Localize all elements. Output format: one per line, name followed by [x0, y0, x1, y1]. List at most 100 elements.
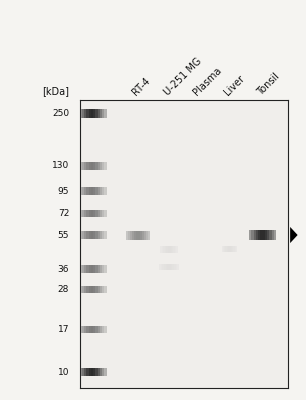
Bar — [102, 286, 104, 293]
Bar — [80, 109, 82, 118]
Text: 55: 55 — [58, 230, 69, 240]
Bar — [91, 265, 93, 273]
Bar — [176, 264, 177, 270]
Bar — [86, 162, 88, 170]
Bar — [98, 368, 100, 376]
Bar — [142, 231, 144, 240]
Bar — [104, 368, 106, 376]
Bar — [100, 109, 102, 118]
Bar — [88, 326, 91, 333]
Bar — [176, 246, 178, 253]
Bar — [166, 246, 168, 253]
Bar — [88, 265, 91, 273]
Text: 17: 17 — [58, 325, 69, 334]
Bar — [93, 265, 95, 273]
Bar — [80, 187, 82, 195]
Bar — [95, 231, 98, 239]
Bar — [104, 326, 106, 333]
Bar — [93, 187, 95, 195]
Bar — [104, 162, 106, 170]
Text: U-251 MG: U-251 MG — [162, 56, 203, 97]
Bar — [82, 231, 84, 239]
Bar — [223, 246, 224, 252]
Bar — [88, 109, 91, 118]
Bar — [86, 109, 88, 118]
Bar — [80, 210, 82, 217]
Bar — [172, 246, 174, 253]
Bar — [104, 231, 106, 239]
Text: Tonsil: Tonsil — [256, 71, 282, 97]
Bar — [91, 368, 93, 376]
Text: RT-4: RT-4 — [131, 75, 152, 97]
Bar — [100, 326, 102, 333]
Bar — [102, 265, 104, 273]
Bar — [86, 187, 88, 195]
Bar — [98, 326, 100, 333]
Bar — [91, 231, 93, 239]
Bar — [100, 162, 102, 170]
Bar — [93, 210, 95, 217]
Bar — [82, 210, 84, 217]
Bar — [91, 187, 93, 195]
Bar — [95, 286, 98, 293]
Text: 72: 72 — [58, 209, 69, 218]
Bar — [84, 210, 86, 217]
Bar — [265, 230, 267, 240]
Text: 250: 250 — [52, 109, 69, 118]
Bar — [95, 265, 98, 273]
Bar — [91, 162, 93, 170]
Bar — [100, 286, 102, 293]
Bar — [104, 286, 106, 293]
Bar — [80, 162, 82, 170]
Bar — [102, 162, 104, 170]
Bar — [166, 264, 167, 270]
Bar — [128, 231, 130, 240]
Bar — [263, 230, 265, 240]
Bar — [258, 230, 260, 240]
Text: 36: 36 — [58, 264, 69, 274]
Bar — [172, 264, 174, 270]
Bar — [88, 231, 91, 239]
Bar — [86, 326, 88, 333]
Bar — [104, 210, 106, 217]
Bar — [88, 187, 91, 195]
Bar — [95, 368, 98, 376]
Bar — [93, 162, 95, 170]
Bar — [84, 231, 86, 239]
Bar — [100, 231, 102, 239]
Bar — [84, 187, 86, 195]
Bar — [86, 231, 88, 239]
Bar — [132, 231, 134, 240]
Bar — [102, 187, 104, 195]
Bar — [95, 109, 98, 118]
Polygon shape — [290, 227, 298, 243]
Text: 10: 10 — [58, 368, 69, 376]
Bar — [169, 264, 171, 270]
Bar — [98, 187, 100, 195]
Bar — [95, 326, 98, 333]
Bar — [274, 230, 276, 240]
Bar — [100, 368, 102, 376]
Bar — [86, 265, 88, 273]
Text: [kDa]: [kDa] — [42, 86, 69, 96]
Bar — [160, 246, 162, 253]
Bar — [80, 231, 82, 239]
Bar — [91, 326, 93, 333]
Bar — [86, 286, 88, 293]
Bar — [144, 231, 146, 240]
Text: Liver: Liver — [222, 73, 246, 97]
Bar — [100, 187, 102, 195]
Bar — [88, 210, 91, 217]
Bar — [82, 286, 84, 293]
Text: 130: 130 — [52, 161, 69, 170]
Bar — [146, 231, 148, 240]
Bar — [98, 109, 100, 118]
Bar — [177, 264, 179, 270]
Bar — [269, 230, 272, 240]
Bar — [100, 265, 102, 273]
Bar — [93, 286, 95, 293]
Bar — [159, 264, 161, 270]
Bar — [236, 246, 237, 252]
Bar — [126, 231, 128, 240]
Bar — [93, 109, 95, 118]
